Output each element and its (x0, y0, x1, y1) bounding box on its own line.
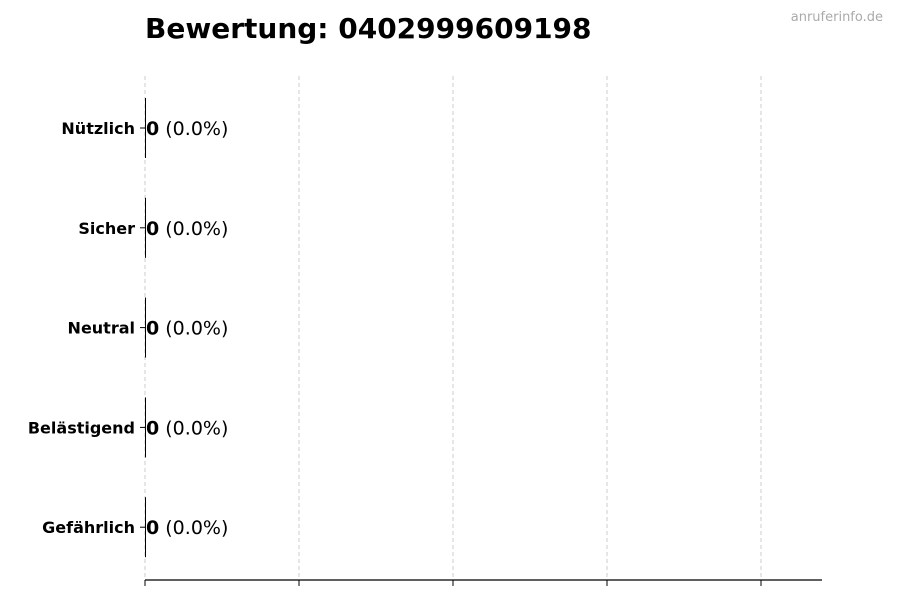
data-label: 0 (0.0%) (146, 517, 228, 539)
percent-label: (0.0%) (159, 517, 228, 539)
percent-label: (0.0%) (159, 318, 228, 340)
category-label: Sicher (78, 219, 135, 238)
value-label: 0 (146, 517, 159, 539)
data-label: 0 (0.0%) (146, 218, 228, 240)
bar (145, 497, 146, 558)
bar (145, 397, 146, 458)
category-label: Gefährlich (42, 518, 135, 537)
value-label: 0 (146, 218, 159, 240)
data-label: 0 (0.0%) (146, 417, 228, 439)
value-label: 0 (146, 118, 159, 140)
bar (145, 297, 146, 358)
category-label: Neutral (68, 319, 135, 338)
bar (145, 98, 146, 158)
percent-label: (0.0%) (159, 218, 228, 240)
value-label: 0 (146, 318, 159, 340)
data-label: 0 (0.0%) (146, 318, 228, 340)
value-label: 0 (146, 417, 159, 439)
category-label: Belästigend (28, 418, 135, 437)
category-label: Nützlich (61, 119, 135, 138)
watermark: anruferinfo.de (790, 10, 883, 25)
percent-label: (0.0%) (159, 118, 228, 140)
chart-title: Bewertung: 0402999609198 (145, 12, 592, 45)
bar (145, 197, 146, 258)
data-label: 0 (0.0%) (146, 118, 228, 140)
percent-label: (0.0%) (159, 417, 228, 439)
